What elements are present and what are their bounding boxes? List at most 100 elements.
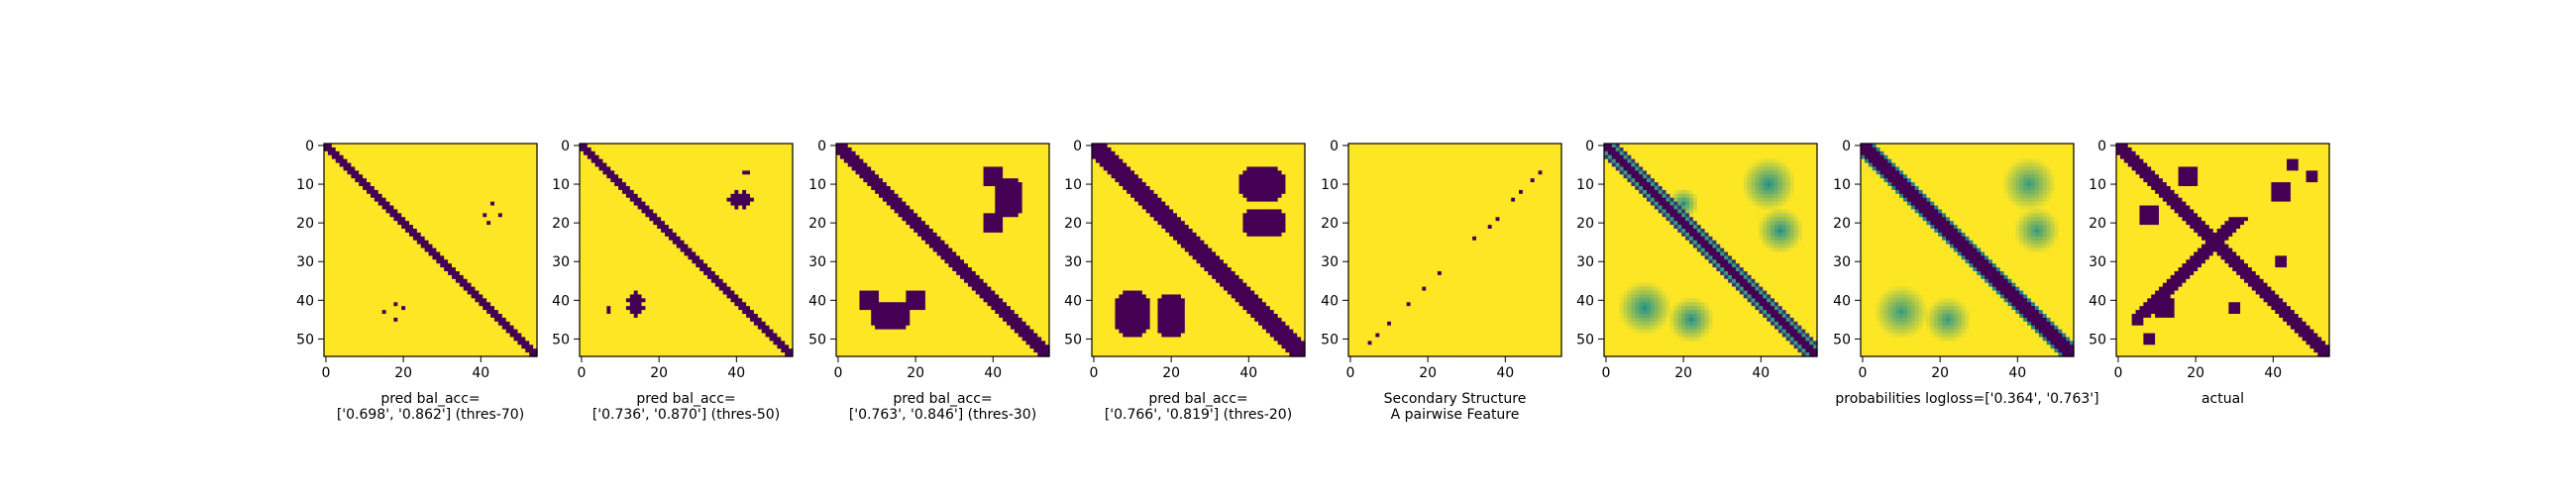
heatmap-cell bbox=[738, 233, 743, 238]
heatmap-cell bbox=[468, 251, 473, 256]
heatmap-cell bbox=[452, 217, 457, 222]
heatmap-cell bbox=[606, 245, 611, 249]
heatmap-cell bbox=[711, 233, 716, 238]
heatmap-cell bbox=[363, 326, 368, 331]
heatmap-cell bbox=[645, 166, 650, 171]
heatmap-cell bbox=[626, 217, 631, 222]
heatmap-cell bbox=[355, 348, 360, 353]
heatmap-cell bbox=[472, 217, 477, 222]
heatmap-cell bbox=[452, 209, 457, 214]
heatmap-cell bbox=[340, 221, 345, 226]
heatmap-cell bbox=[762, 151, 767, 156]
heatmap-cell bbox=[336, 275, 341, 280]
heatmap-cell bbox=[785, 225, 790, 230]
heatmap-cell bbox=[483, 279, 487, 284]
heatmap-cell bbox=[432, 151, 437, 156]
heatmap-cell bbox=[642, 159, 647, 164]
heatmap-cell bbox=[340, 330, 345, 335]
heatmap-cell bbox=[614, 263, 619, 268]
heatmap-cell bbox=[688, 213, 693, 218]
heatmap-cell bbox=[599, 225, 604, 230]
heatmap-cell bbox=[506, 348, 511, 353]
heatmap-cell bbox=[421, 190, 426, 195]
heatmap-cell bbox=[506, 345, 511, 349]
heatmap-cell bbox=[494, 287, 499, 292]
heatmap-cell bbox=[517, 310, 522, 315]
heatmap-cell bbox=[417, 322, 422, 327]
heatmap-cell bbox=[378, 287, 383, 292]
heatmap-cell bbox=[525, 318, 530, 323]
heatmap-cell bbox=[324, 345, 329, 349]
heatmap-cell bbox=[375, 341, 379, 346]
heatmap-cell bbox=[475, 198, 480, 203]
heatmap-cell bbox=[421, 186, 426, 191]
heatmap-cell bbox=[681, 151, 686, 156]
heatmap-cell bbox=[719, 233, 724, 238]
heatmap-cell bbox=[517, 245, 522, 249]
heatmap-cell bbox=[673, 190, 678, 195]
heatmap-cell bbox=[602, 248, 607, 253]
heatmap-cell bbox=[382, 287, 387, 292]
heatmap-cell bbox=[665, 229, 670, 234]
heatmap-cell bbox=[785, 248, 790, 253]
heatmap-cell bbox=[344, 159, 349, 164]
heatmap-cell bbox=[506, 225, 511, 230]
heatmap-cell bbox=[436, 198, 441, 203]
heatmap-cell bbox=[685, 241, 690, 246]
heatmap-cell bbox=[657, 217, 662, 222]
heatmap-cell bbox=[642, 194, 647, 199]
heatmap-cell bbox=[673, 174, 678, 179]
heatmap-cell bbox=[378, 163, 383, 168]
heatmap-cell bbox=[685, 174, 690, 179]
heatmap-cell bbox=[754, 148, 759, 152]
heatmap-cell bbox=[642, 151, 647, 156]
heatmap-cell bbox=[468, 334, 473, 339]
heatmap-cell bbox=[727, 221, 732, 226]
heatmap-cell bbox=[367, 233, 372, 238]
heatmap-cell bbox=[432, 275, 437, 280]
heatmap-cell bbox=[375, 174, 379, 179]
heatmap-cell bbox=[602, 144, 607, 148]
heatmap-cell bbox=[413, 178, 418, 183]
heatmap-cell bbox=[436, 202, 441, 207]
heatmap-cell bbox=[622, 166, 627, 171]
heatmap-cell bbox=[707, 225, 712, 230]
heatmap-cell bbox=[355, 263, 360, 268]
heatmap-cell bbox=[375, 279, 379, 284]
heatmap-cell bbox=[626, 248, 631, 253]
heatmap-cell bbox=[347, 302, 352, 307]
heatmap-cell bbox=[344, 213, 349, 218]
heatmap-cell bbox=[610, 221, 615, 226]
heatmap-cell bbox=[378, 233, 383, 238]
heatmap-cell bbox=[464, 163, 469, 168]
heatmap-cell bbox=[464, 287, 469, 292]
heatmap-cell bbox=[517, 163, 522, 168]
y-tick-label: 50 bbox=[296, 332, 314, 347]
heatmap-cell bbox=[517, 255, 522, 260]
heatmap-cell bbox=[344, 275, 349, 280]
heatmap-cell bbox=[514, 213, 519, 218]
heatmap-cell bbox=[657, 263, 662, 268]
heatmap-cell bbox=[367, 271, 372, 276]
heatmap-cell bbox=[378, 259, 383, 264]
heatmap-cell bbox=[483, 298, 487, 303]
heatmap-cell bbox=[393, 217, 398, 222]
heatmap-cell bbox=[375, 190, 379, 195]
heatmap-cell bbox=[417, 182, 422, 187]
heatmap-cell bbox=[336, 186, 341, 191]
heatmap-cell bbox=[626, 263, 631, 268]
heatmap-cell bbox=[510, 337, 515, 342]
heatmap-cell bbox=[703, 151, 708, 156]
heatmap-cell bbox=[510, 322, 515, 327]
heatmap-cell bbox=[456, 209, 461, 214]
heatmap-cell bbox=[494, 248, 499, 253]
heatmap-cell bbox=[591, 275, 596, 280]
heatmap-cell bbox=[328, 294, 333, 299]
heatmap-cell bbox=[464, 159, 469, 164]
heatmap-cell bbox=[486, 144, 491, 148]
heatmap-cell bbox=[514, 287, 519, 292]
heatmap-cell bbox=[514, 330, 519, 335]
heatmap-cell bbox=[719, 170, 724, 175]
heatmap-cell bbox=[378, 155, 383, 160]
heatmap-cell bbox=[355, 178, 360, 183]
